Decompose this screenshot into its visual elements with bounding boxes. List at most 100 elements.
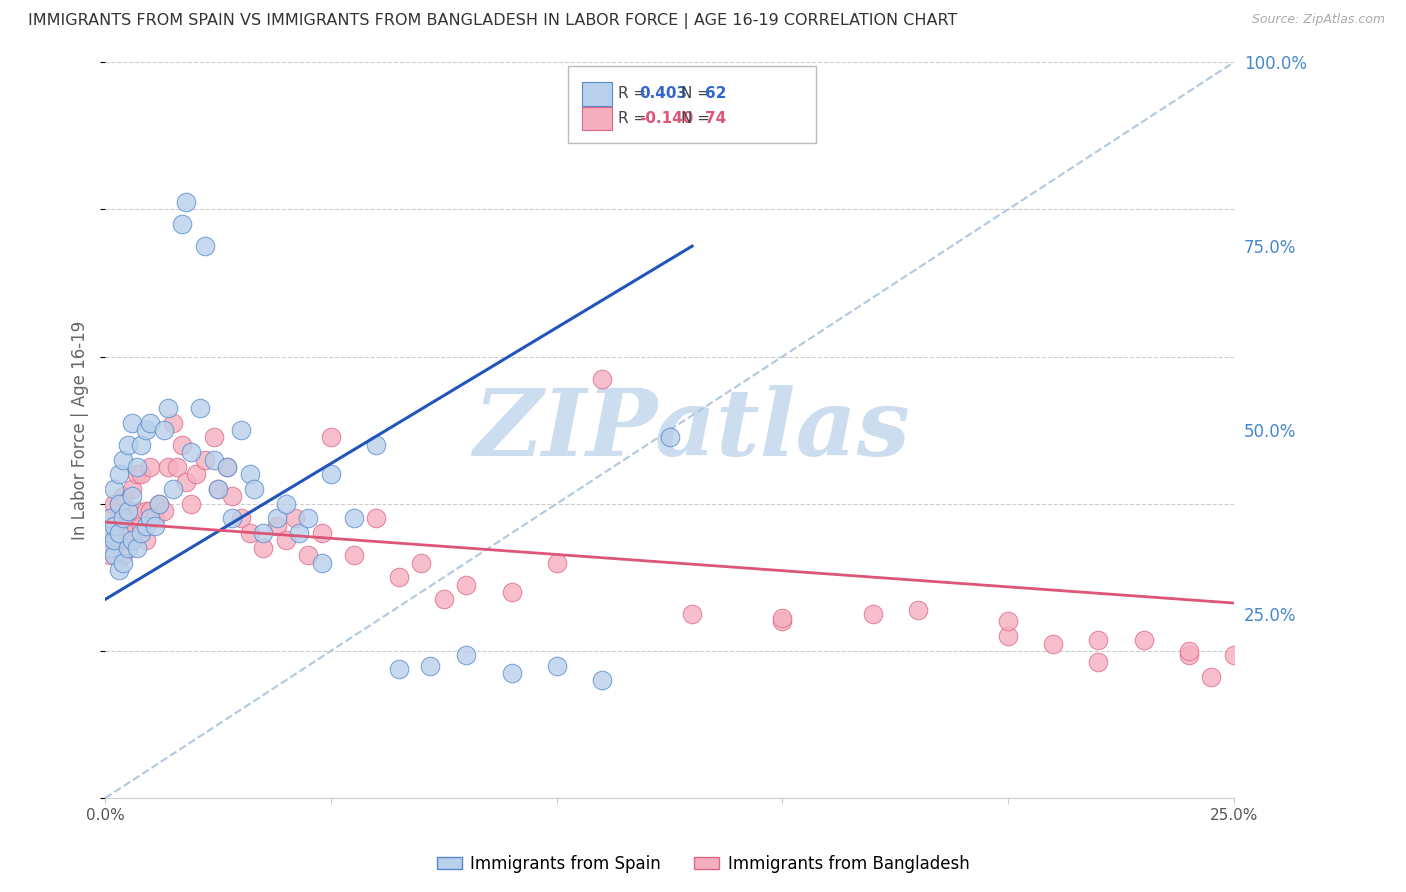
Point bbox=[117, 504, 139, 518]
Text: R =: R = bbox=[617, 87, 651, 102]
Point bbox=[202, 452, 225, 467]
Point bbox=[107, 497, 129, 511]
Point bbox=[311, 556, 333, 570]
Point bbox=[121, 416, 143, 430]
Point bbox=[202, 430, 225, 444]
Point bbox=[591, 673, 613, 688]
Point bbox=[266, 518, 288, 533]
Point bbox=[252, 541, 274, 555]
Point bbox=[297, 511, 319, 525]
Point bbox=[180, 445, 202, 459]
Point bbox=[162, 482, 184, 496]
Point bbox=[112, 518, 135, 533]
Point bbox=[135, 423, 157, 437]
Point bbox=[131, 438, 153, 452]
Point bbox=[107, 526, 129, 541]
Point bbox=[125, 467, 148, 482]
Point bbox=[217, 459, 239, 474]
Point bbox=[1042, 636, 1064, 650]
Point bbox=[274, 497, 297, 511]
Point bbox=[229, 423, 252, 437]
Point bbox=[103, 497, 125, 511]
Point bbox=[121, 482, 143, 496]
Point bbox=[107, 467, 129, 482]
Point bbox=[112, 511, 135, 525]
Point bbox=[388, 570, 411, 584]
Point bbox=[284, 511, 307, 525]
Legend: Immigrants from Spain, Immigrants from Bangladesh: Immigrants from Spain, Immigrants from B… bbox=[430, 848, 976, 880]
Point bbox=[153, 423, 176, 437]
Point bbox=[997, 615, 1019, 629]
Point bbox=[112, 489, 135, 503]
Point bbox=[862, 607, 884, 621]
Point bbox=[117, 438, 139, 452]
Point bbox=[121, 489, 143, 503]
Point bbox=[411, 556, 433, 570]
Point bbox=[131, 467, 153, 482]
Point bbox=[456, 648, 478, 662]
Point bbox=[176, 194, 198, 209]
Point bbox=[1177, 648, 1199, 662]
Point bbox=[193, 239, 215, 253]
Point bbox=[907, 603, 929, 617]
Point bbox=[112, 452, 135, 467]
Point bbox=[121, 533, 143, 548]
Point bbox=[107, 497, 129, 511]
Point bbox=[98, 511, 121, 525]
Point bbox=[311, 526, 333, 541]
Point bbox=[139, 504, 162, 518]
Point bbox=[157, 401, 180, 415]
Text: N =: N = bbox=[681, 87, 714, 102]
Point bbox=[103, 533, 125, 548]
Text: R =: R = bbox=[617, 111, 651, 126]
Point bbox=[98, 526, 121, 541]
Point bbox=[117, 533, 139, 548]
Point bbox=[297, 548, 319, 562]
Point bbox=[125, 541, 148, 555]
Point bbox=[252, 526, 274, 541]
Point bbox=[94, 530, 117, 544]
Point bbox=[433, 592, 456, 607]
Point bbox=[319, 430, 342, 444]
Point bbox=[207, 482, 229, 496]
Point bbox=[364, 438, 387, 452]
Point bbox=[180, 497, 202, 511]
Point bbox=[217, 459, 239, 474]
Point bbox=[770, 611, 793, 625]
Point bbox=[501, 665, 523, 680]
Point bbox=[546, 658, 568, 673]
Point bbox=[501, 585, 523, 599]
Point bbox=[107, 526, 129, 541]
Point bbox=[131, 518, 153, 533]
Point bbox=[188, 401, 211, 415]
FancyBboxPatch shape bbox=[582, 82, 612, 105]
Text: ZIPatlas: ZIPatlas bbox=[474, 385, 911, 475]
Text: 62: 62 bbox=[704, 87, 725, 102]
Point bbox=[342, 511, 364, 525]
Point bbox=[135, 518, 157, 533]
Point bbox=[139, 511, 162, 525]
Point bbox=[207, 482, 229, 496]
Point bbox=[166, 459, 188, 474]
Point bbox=[98, 511, 121, 525]
Point bbox=[288, 526, 311, 541]
Point bbox=[148, 497, 170, 511]
Point bbox=[135, 504, 157, 518]
Y-axis label: In Labor Force | Age 16-19: In Labor Force | Age 16-19 bbox=[72, 320, 89, 540]
Point bbox=[681, 607, 703, 621]
Point bbox=[148, 497, 170, 511]
Point bbox=[342, 548, 364, 562]
Point bbox=[125, 459, 148, 474]
Point bbox=[419, 658, 441, 673]
Point bbox=[1087, 655, 1109, 669]
FancyBboxPatch shape bbox=[568, 66, 817, 143]
Point bbox=[103, 518, 125, 533]
Point bbox=[143, 518, 166, 533]
Point bbox=[221, 511, 243, 525]
Point bbox=[139, 459, 162, 474]
Point bbox=[98, 541, 121, 555]
Point bbox=[1087, 632, 1109, 647]
Point bbox=[103, 482, 125, 496]
Point bbox=[125, 504, 148, 518]
Text: 0.403: 0.403 bbox=[640, 87, 688, 102]
